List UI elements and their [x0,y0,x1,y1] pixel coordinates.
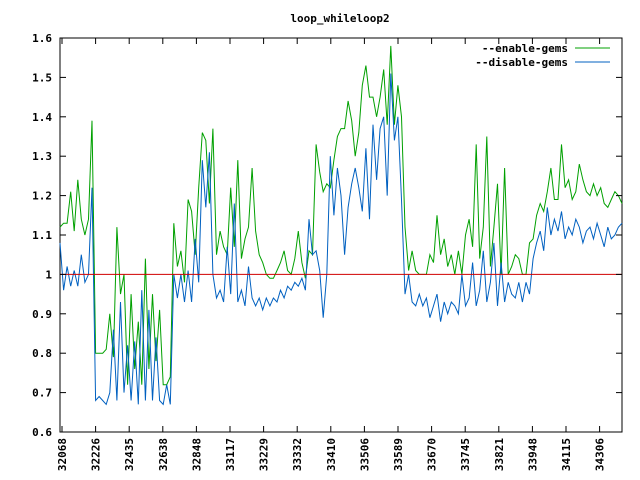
y-tick-label: 1.1 [32,229,52,242]
y-tick-label: 1.2 [32,190,52,203]
chart-title: loop_whileloop2 [290,12,389,25]
x-tick-label: 33410 [325,438,338,471]
x-axis: 32068 32226 32435 32638 32848 33117 33229 33332… [56,38,607,471]
x-tick-label: 33948 [526,438,539,471]
legend-label-enable-gems: --enable-gems [482,42,568,55]
x-tick-label: 32638 [157,438,170,471]
y-tick-label: 0.8 [32,347,52,360]
x-tick-label: 32226 [90,438,103,471]
y-tick-label: 1.3 [32,150,52,163]
x-tick-label: 32848 [190,438,203,471]
x-tick-label: 33506 [358,438,371,471]
series-line-disable-gems [59,73,623,406]
x-tick-label: 33229 [258,438,271,471]
y-tick-label: 0.7 [32,387,52,400]
series-layer [59,45,623,406]
y-tick-label: 1.5 [32,71,52,84]
y-tick-label: 1.6 [32,32,52,45]
x-tick-label: 32068 [56,438,69,471]
x-tick-label: 33117 [224,438,237,471]
y-tick-label: 1.4 [32,111,52,124]
series-line-enable-gems [59,45,623,386]
x-tick-label: 34115 [560,438,573,471]
x-tick-label: 33745 [459,438,472,471]
y-axis: 0.6 0.7 0.8 0.9 1 1.1 1.2 1.3 1.4 1.5 1.6 [32,32,622,439]
x-tick-label: 33589 [392,438,405,471]
x-tick-label: 33332 [291,438,304,471]
x-tick-label: 34306 [594,438,607,471]
y-tick-label: 0.6 [32,426,52,439]
x-tick-label: 32435 [123,438,136,471]
x-tick-label: 33821 [493,438,506,471]
legend: --enable-gems --disable-gems [475,42,610,69]
y-tick-label: 1 [45,268,52,281]
y-tick-label: 0.9 [32,308,52,321]
legend-label-disable-gems: --disable-gems [475,56,568,69]
plot-area [59,37,623,433]
x-tick-label: 33670 [426,438,439,471]
